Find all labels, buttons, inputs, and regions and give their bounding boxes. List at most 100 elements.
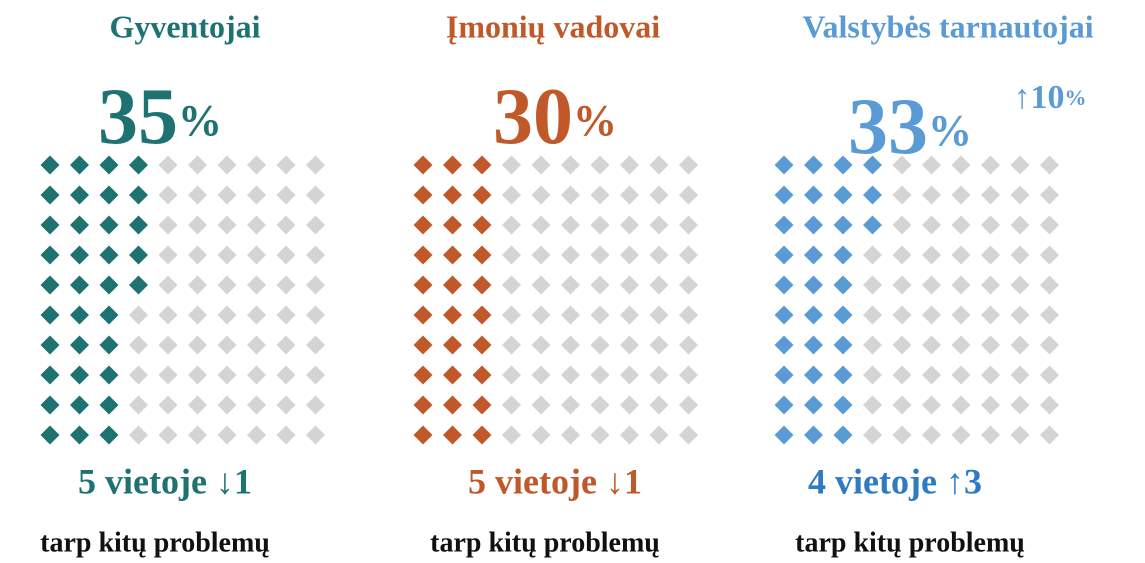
diamond-filled: [804, 245, 823, 265]
diamond-empty: [158, 425, 178, 445]
percent-value: 35: [98, 73, 178, 161]
diamond-empty: [649, 275, 669, 295]
percent-unit: %: [928, 106, 972, 155]
diamond-empty: [158, 185, 178, 205]
diamond-empty: [951, 335, 971, 355]
diamond-filled: [472, 425, 492, 445]
diamond-empty: [247, 335, 266, 355]
diamond-empty: [922, 305, 941, 325]
diamond-empty: [863, 275, 882, 295]
diamond-empty: [531, 155, 551, 175]
diamond-filled: [70, 335, 89, 355]
diamond-empty: [620, 395, 639, 415]
diamond-empty: [217, 395, 237, 415]
diamond-empty: [1040, 365, 1059, 385]
diamond-filled: [443, 215, 462, 235]
diamond-empty: [129, 365, 148, 385]
percent-unit: %: [573, 96, 617, 145]
diamond-empty: [590, 245, 610, 265]
diamond-filled: [472, 215, 492, 235]
diamond-filled: [774, 395, 794, 415]
diamond-filled: [863, 215, 882, 235]
diamond-filled: [833, 275, 853, 295]
diamond-empty: [306, 365, 325, 385]
diamond-filled: [99, 155, 119, 175]
diamond-empty: [863, 335, 882, 355]
diamond-empty: [1010, 245, 1030, 265]
diamond-empty: [531, 185, 551, 205]
diamond-empty: [217, 185, 237, 205]
diamond-empty: [247, 365, 266, 385]
panel-title: Įmonių vadovai: [446, 8, 660, 44]
diamond-empty: [561, 185, 580, 205]
diamond-filled: [863, 155, 882, 175]
diamond-empty: [620, 245, 639, 265]
diamond-filled: [413, 215, 433, 235]
diamond-empty: [590, 425, 610, 445]
diamond-filled: [833, 215, 853, 235]
diamond-empty: [531, 335, 551, 355]
diamond-empty: [922, 395, 941, 415]
diamond-empty: [217, 245, 237, 265]
diamond-filled: [774, 215, 794, 235]
diamond-empty: [922, 275, 941, 295]
diamond-filled: [99, 365, 119, 385]
diamond-empty: [922, 245, 941, 265]
diamond-empty: [892, 365, 912, 385]
diamond-empty: [1040, 245, 1059, 265]
diamond-filled: [413, 425, 433, 445]
diamond-empty: [649, 395, 669, 415]
diamond-filled: [774, 275, 794, 295]
diamond-empty: [590, 275, 610, 295]
diamond-empty: [1010, 305, 1030, 325]
diamond-empty: [863, 245, 882, 265]
diamond-empty: [922, 365, 941, 385]
diamond-empty: [217, 365, 237, 385]
diamond-filled: [70, 305, 89, 325]
diamond-filled: [99, 185, 119, 205]
diamond-empty: [247, 305, 266, 325]
diamond-empty: [649, 185, 669, 205]
diamond-filled: [40, 365, 60, 385]
diamond-empty: [1040, 425, 1059, 445]
diamond-empty: [502, 155, 521, 175]
diamond-filled: [804, 425, 823, 445]
diamond-empty: [981, 335, 1000, 355]
diamond-filled: [833, 365, 853, 385]
diamond-filled: [804, 275, 823, 295]
diamond-empty: [129, 425, 148, 445]
diamond-empty: [981, 365, 1000, 385]
diamond-filled: [804, 365, 823, 385]
diamond-empty: [981, 275, 1000, 295]
diamond-empty: [502, 215, 521, 235]
diamond-filled: [99, 425, 119, 445]
diamond-filled: [413, 365, 433, 385]
diamond-empty: [649, 245, 669, 265]
panel: Gyventojai 35% 5 vietoje ↓1 tarp kitų probl…: [40, 8, 325, 558]
diamond-empty: [863, 305, 882, 325]
diamond-filled: [99, 305, 119, 325]
diamond-filled: [413, 245, 433, 265]
diamond-filled: [804, 185, 823, 205]
diamond-empty: [531, 395, 551, 415]
diamond-empty: [863, 365, 882, 385]
diamond-empty: [306, 155, 325, 175]
diamond-filled: [413, 395, 433, 415]
diamond-empty: [502, 425, 521, 445]
diamond-filled: [833, 155, 853, 175]
diamond-empty: [1040, 305, 1059, 325]
diamond-empty: [1010, 365, 1030, 385]
diamond-empty: [649, 215, 669, 235]
diamond-filled: [70, 215, 89, 235]
panel-title: Valstybės tarnautojai: [802, 8, 1093, 44]
diamond-filled: [833, 305, 853, 325]
diamond-empty: [217, 425, 237, 445]
diamond-empty: [981, 425, 1000, 445]
diamond-empty: [981, 215, 1000, 235]
diamond-empty: [188, 425, 207, 445]
diamond-filled: [472, 275, 492, 295]
diamond-empty: [247, 245, 266, 265]
diamond-empty: [649, 155, 669, 175]
diamond-empty: [1010, 275, 1030, 295]
diamond-empty: [1040, 395, 1059, 415]
